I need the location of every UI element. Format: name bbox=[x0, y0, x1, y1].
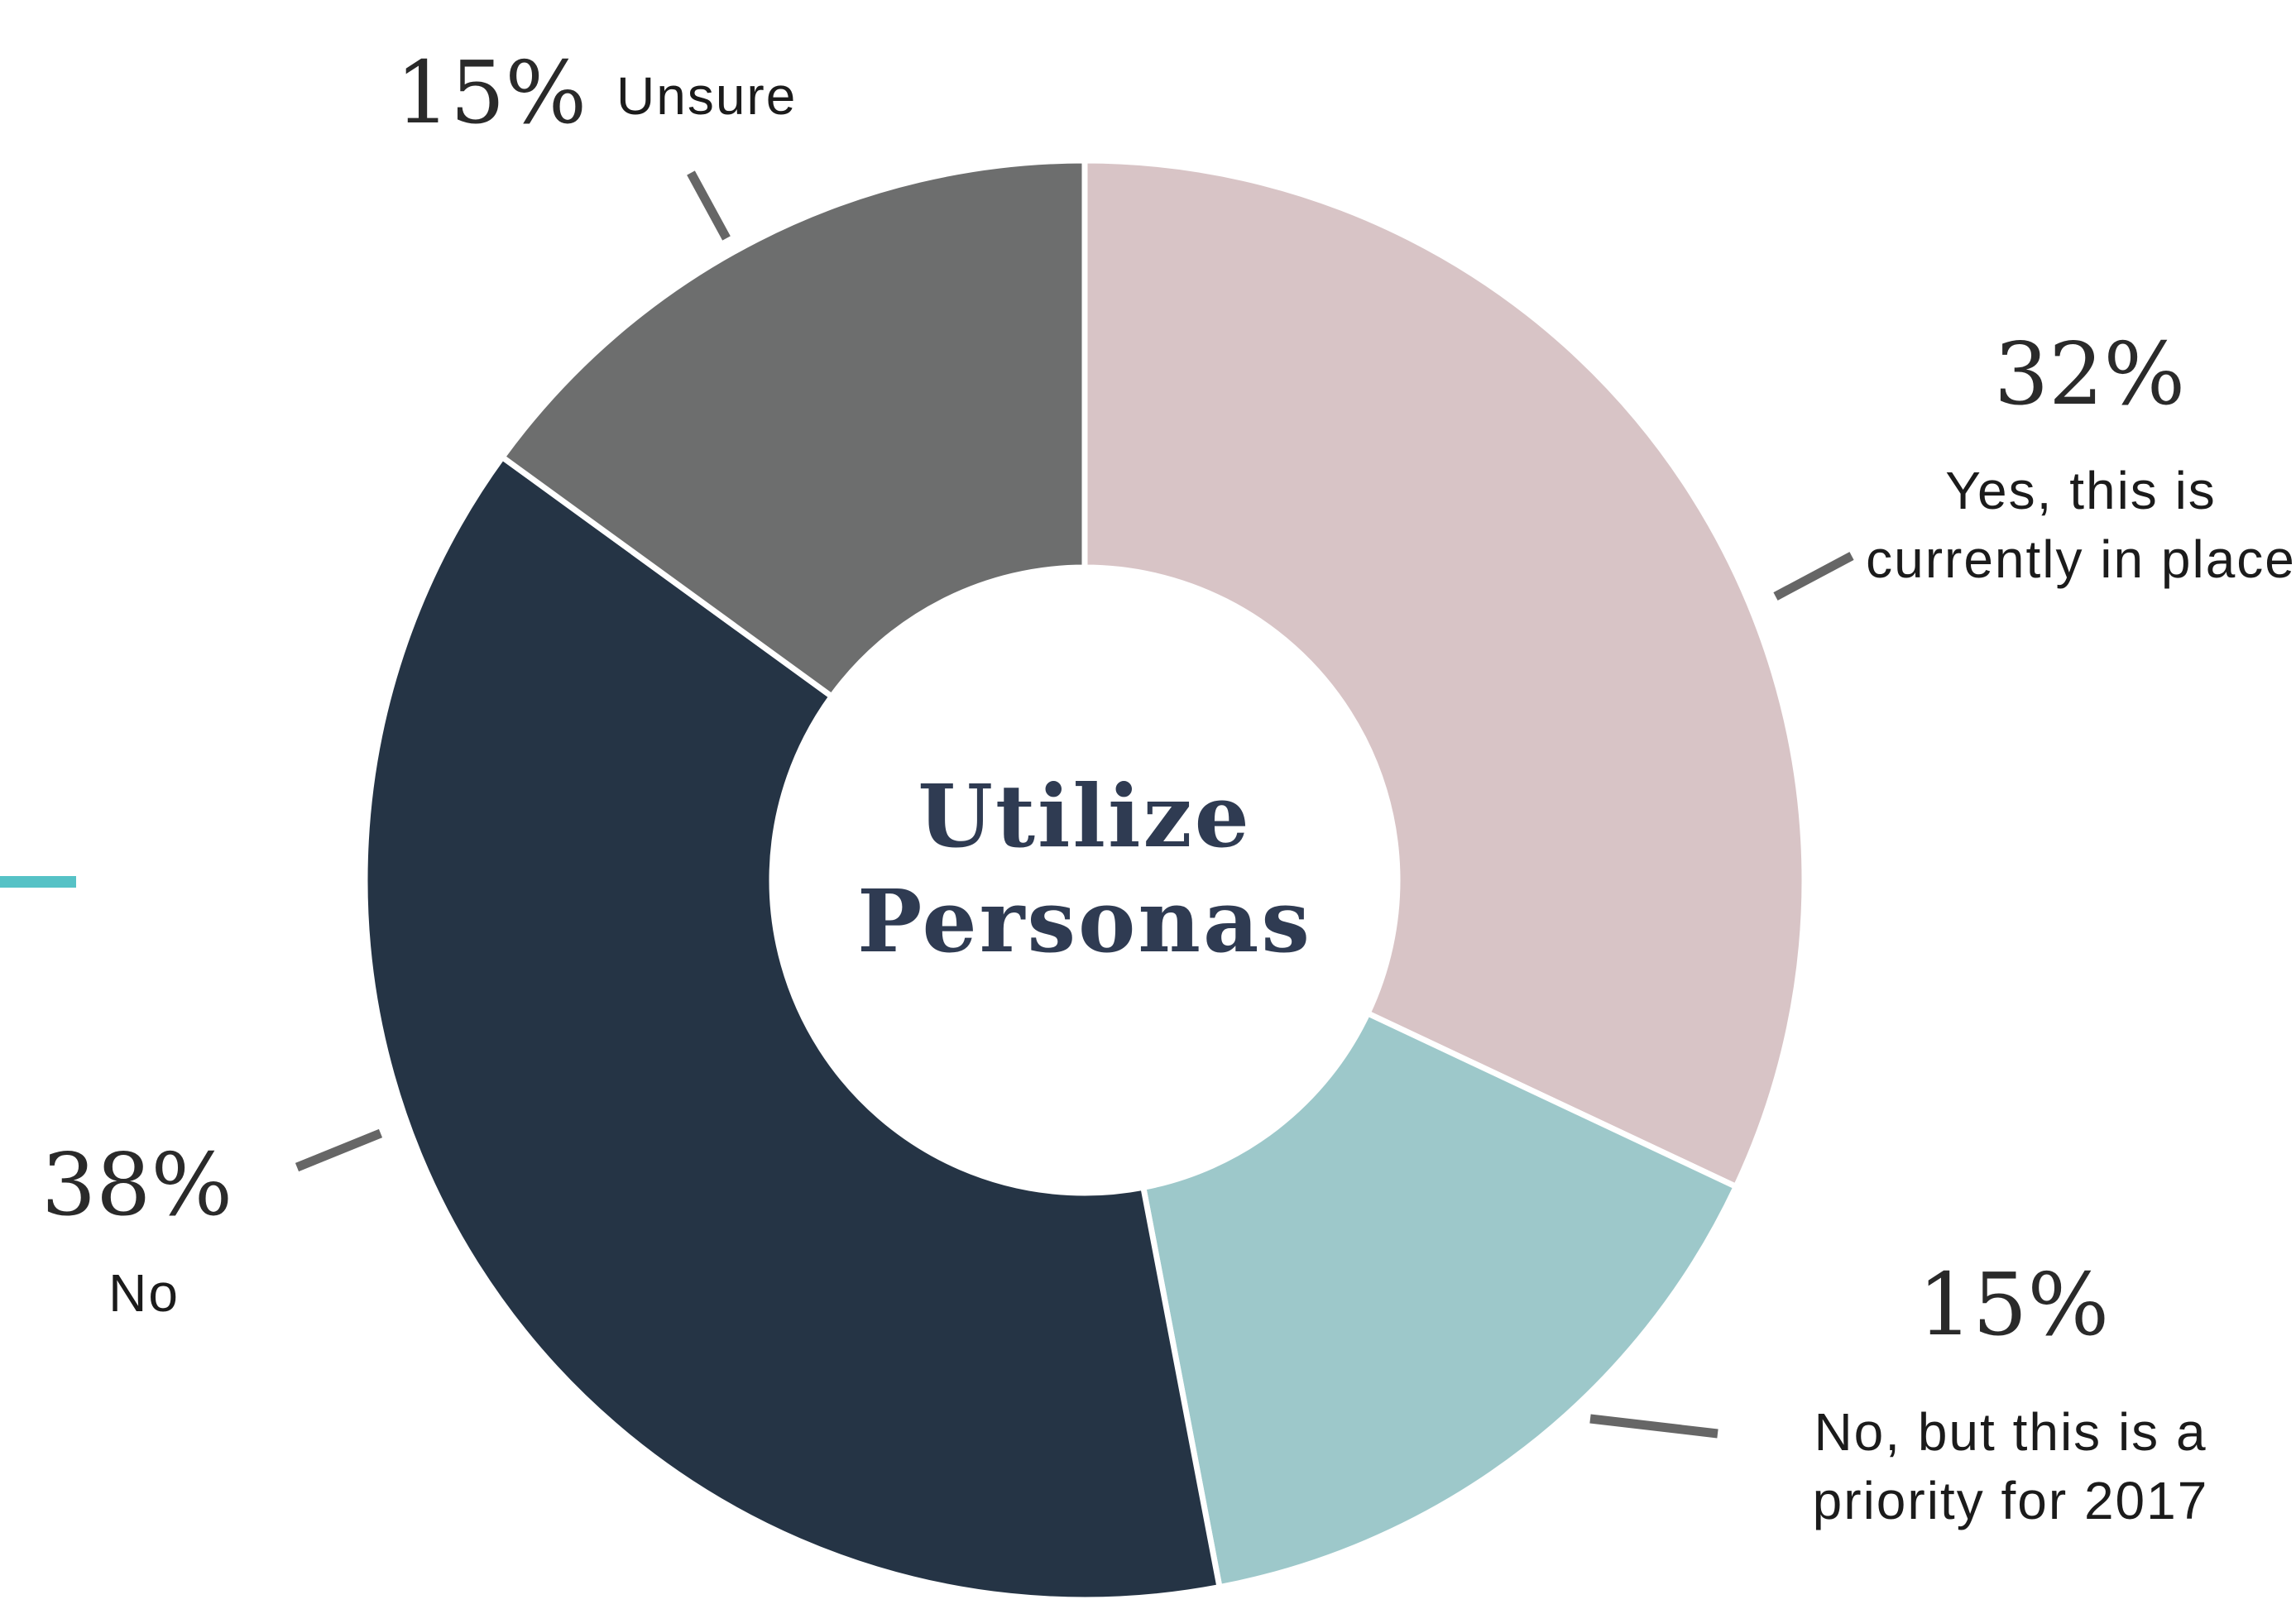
category-label: Unsure bbox=[616, 62, 848, 131]
percent-label: 32% bbox=[1994, 331, 2185, 417]
category-label: No bbox=[61, 1259, 227, 1328]
donut-slice bbox=[1085, 160, 1805, 1186]
page: Utilize Personas 32% Yes, this is curren… bbox=[0, 0, 2296, 1609]
leader-line bbox=[297, 1133, 381, 1167]
percent-label: 15% bbox=[395, 50, 587, 136]
leader-line bbox=[691, 173, 726, 238]
percent-label: 38% bbox=[41, 1142, 232, 1228]
leader-line bbox=[1590, 1419, 1718, 1434]
center-title: Utilize Personas bbox=[836, 764, 1333, 974]
category-label: No, but this is a priority for 2017 bbox=[1808, 1398, 2213, 1535]
leader-line bbox=[1776, 556, 1852, 596]
percent-label: 15% bbox=[1918, 1262, 2109, 1348]
category-label: Yes, this is currently in place bbox=[1866, 457, 2296, 594]
